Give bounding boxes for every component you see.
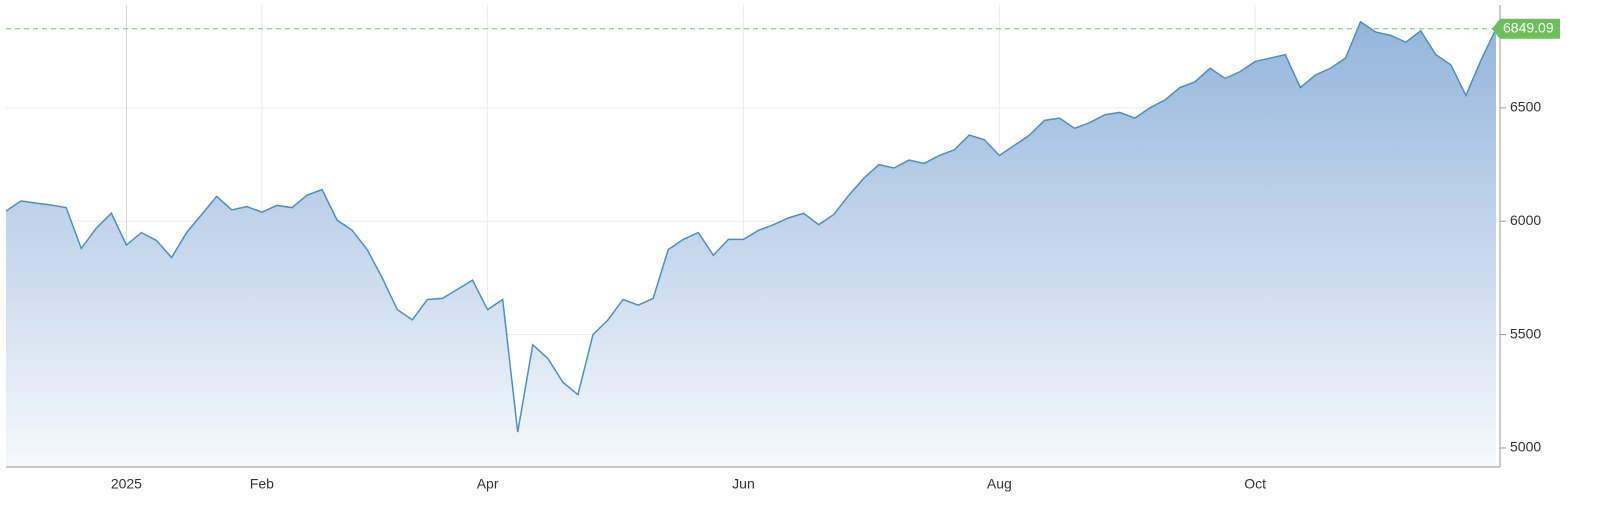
x-tick-label: Jun	[732, 476, 755, 492]
y-tick-label: 5500	[1510, 325, 1541, 341]
x-tick-label: Oct	[1244, 476, 1266, 492]
price-line	[5, 20, 1497, 433]
x-tick-label: 2025	[111, 476, 142, 492]
last-price-badge	[1492, 18, 1560, 39]
y-tick-label: 6500	[1510, 99, 1541, 115]
x-tick-label: Feb	[250, 476, 274, 492]
y-tick-label: 5000	[1510, 439, 1541, 455]
y-tick-label: 6000	[1510, 212, 1541, 228]
area-fill	[6, 21, 1496, 468]
last-price-label: 6849.09	[1503, 19, 1554, 35]
x-tick-label: Apr	[477, 476, 499, 492]
x-tick-label: Aug	[987, 476, 1012, 492]
